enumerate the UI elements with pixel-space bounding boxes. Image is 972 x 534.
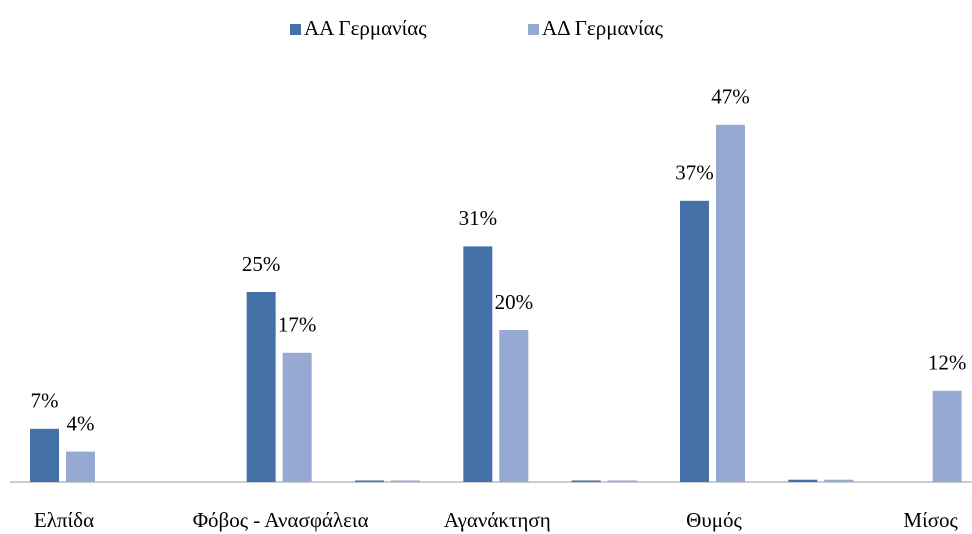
data-label: 7% [31,389,59,413]
bar [824,479,854,482]
bar [354,480,384,482]
bar [390,480,420,482]
data-label: 4% [67,411,95,435]
data-label: 31% [459,206,498,230]
bar [679,200,709,483]
legend-swatch [290,24,301,35]
bar [66,451,95,482]
bar [571,480,601,482]
data-label: 47% [711,85,750,109]
data-label: 20% [495,290,534,314]
bar [932,390,962,482]
legend-swatch [528,24,539,35]
legend-label: ΑΑ Γερμανίας [304,16,427,40]
bar [282,352,312,482]
x-tick-label: Μίσος [903,508,958,532]
bar [788,479,818,482]
bar [607,480,637,482]
data-label: 12% [928,351,967,375]
x-tick-label: Θυμός [686,508,742,532]
x-tick-label: Φόβος - Ανασφάλεια [193,508,369,532]
data-label: 37% [675,161,714,185]
legend-label: ΑΔ Γερμανίας [542,16,664,40]
bar [499,330,529,482]
x-tick-label: Ελπίδα [34,508,94,532]
bar [715,124,745,483]
bar [463,246,493,482]
bar [246,292,276,482]
x-tick-label: Αγανάκτηση [444,508,551,532]
data-label: 17% [278,313,317,337]
bar [30,428,59,482]
data-label: 25% [242,252,281,276]
